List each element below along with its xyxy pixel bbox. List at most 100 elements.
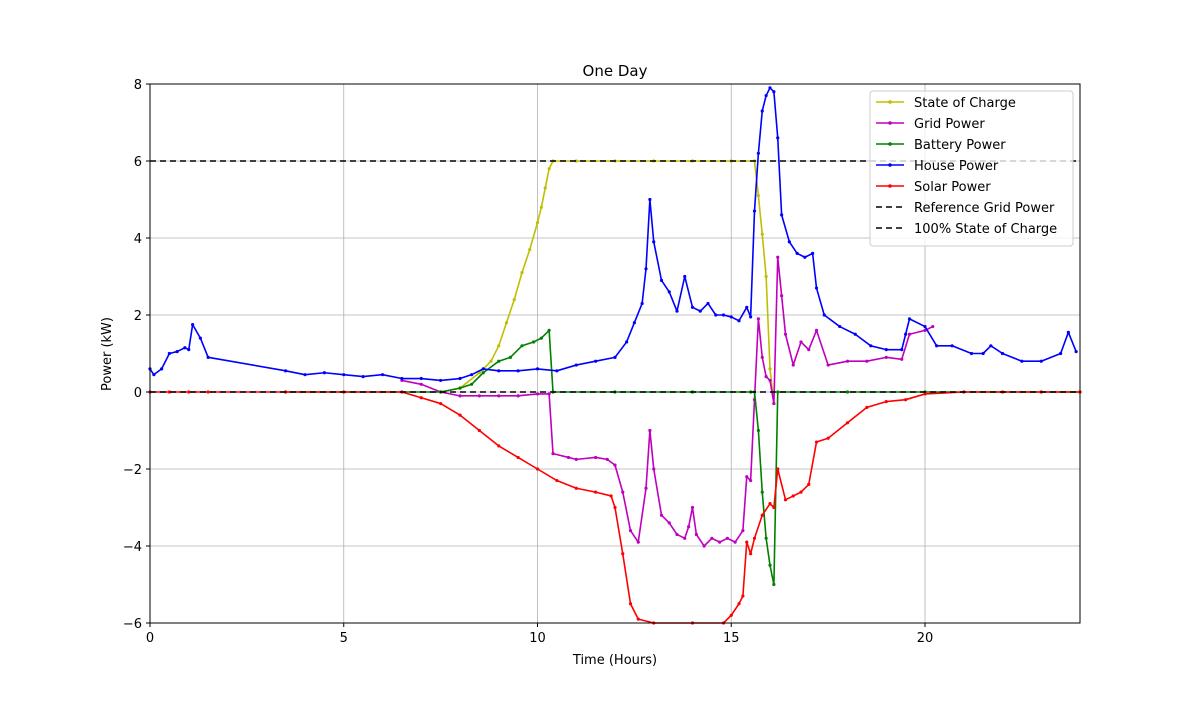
data-point — [609, 494, 613, 498]
data-point — [814, 286, 819, 290]
data-point — [772, 505, 776, 510]
data-point — [481, 371, 485, 375]
data-point — [764, 536, 768, 540]
data-point — [884, 400, 888, 404]
data-point — [458, 413, 462, 417]
data-point — [687, 525, 691, 529]
data-point — [175, 349, 179, 354]
data-point — [613, 355, 617, 359]
data-point — [659, 278, 664, 282]
data-point — [621, 490, 625, 494]
legend-box — [869, 90, 1074, 247]
data-point — [768, 563, 772, 567]
data-point — [342, 373, 346, 377]
data-point — [923, 328, 927, 332]
legend-label: State of Charge — [914, 96, 1016, 111]
data-point — [749, 315, 753, 319]
data-point — [776, 136, 780, 140]
y-tick-label: 6 — [134, 155, 142, 170]
y-tick-label: 4 — [134, 232, 142, 247]
data-point — [555, 478, 559, 483]
data-point — [198, 336, 202, 340]
series-battery-power — [284, 328, 1082, 587]
data-point — [884, 355, 888, 359]
data-point — [733, 540, 737, 544]
legend-marker — [888, 184, 892, 188]
data-point — [714, 313, 718, 317]
data-point — [822, 313, 826, 317]
data-point — [652, 240, 656, 244]
data-point — [400, 376, 404, 381]
data-point — [644, 486, 648, 490]
data-point — [900, 357, 904, 361]
data-point — [807, 348, 811, 352]
y-tick-label: −4 — [123, 540, 142, 555]
data-point — [520, 271, 524, 275]
data-point — [532, 340, 536, 344]
data-point — [760, 109, 764, 113]
x-tick-label: 20 — [917, 631, 934, 646]
legend-entry: Grid Power — [876, 117, 985, 132]
data-point — [969, 351, 974, 356]
data-point — [497, 444, 501, 448]
data-point — [1074, 349, 1078, 354]
chart-title: One Day — [583, 62, 648, 80]
data-point — [904, 332, 908, 336]
series-lines — [148, 86, 1082, 625]
legend-entry: 100% State of Charge — [876, 222, 1057, 237]
data-point — [613, 505, 617, 510]
data-point — [187, 390, 191, 394]
data-point — [690, 305, 695, 309]
data-point — [768, 378, 772, 383]
data-point — [904, 398, 908, 402]
data-point — [745, 305, 749, 309]
data-point — [594, 490, 598, 494]
data-point — [702, 544, 706, 548]
data-point — [535, 392, 540, 396]
data-point — [718, 540, 722, 544]
y-tick-label: 0 — [134, 386, 142, 401]
data-point — [760, 513, 764, 517]
data-point — [752, 536, 757, 540]
data-point — [160, 367, 164, 371]
data-point — [799, 490, 803, 494]
data-point — [543, 186, 547, 190]
data-point — [508, 355, 512, 359]
x-tick-label: 15 — [723, 631, 740, 646]
data-point — [756, 317, 760, 321]
legend-entry: Battery Power — [876, 138, 1006, 153]
data-point — [838, 324, 842, 329]
legend-entry: House Power — [876, 159, 999, 174]
data-point — [756, 151, 760, 155]
data-point — [547, 392, 551, 396]
legend-label: Battery Power — [914, 138, 1006, 153]
legend-entry: Solar Power — [876, 180, 991, 195]
data-point — [512, 298, 516, 302]
data-point — [749, 552, 753, 556]
data-point — [574, 363, 578, 367]
data-point — [497, 344, 501, 348]
data-point — [566, 455, 571, 460]
data-point — [191, 323, 195, 327]
data-point — [497, 359, 501, 363]
data-point — [772, 582, 776, 587]
data-point — [535, 367, 540, 371]
data-point — [303, 373, 307, 377]
data-point — [865, 359, 869, 363]
data-point — [745, 475, 749, 479]
data-point — [419, 382, 423, 386]
data-point — [752, 209, 757, 213]
data-point — [547, 167, 551, 171]
x-tick-label: 10 — [529, 631, 546, 646]
data-point — [1066, 330, 1070, 334]
data-point — [768, 502, 772, 506]
data-point — [780, 213, 784, 217]
data-point — [648, 197, 652, 202]
data-point — [477, 428, 481, 433]
data-point — [799, 340, 803, 344]
data-point — [555, 369, 559, 373]
data-point — [989, 344, 993, 348]
data-point — [981, 351, 985, 356]
